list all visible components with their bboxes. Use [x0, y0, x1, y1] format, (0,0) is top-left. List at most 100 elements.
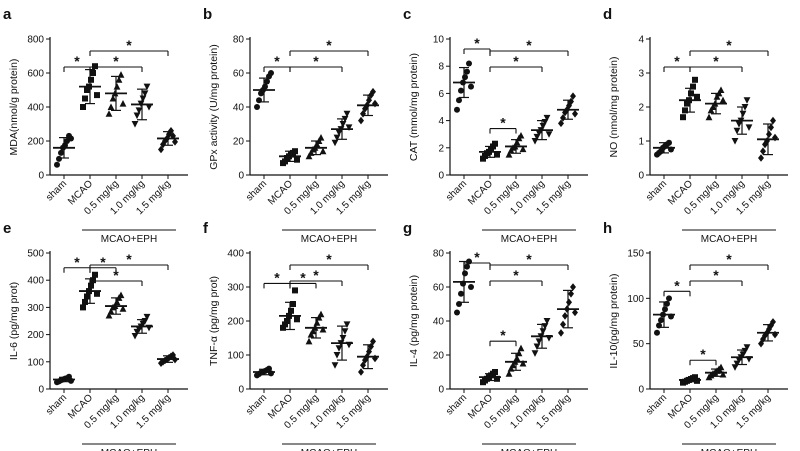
data-point — [666, 295, 672, 302]
data-point — [292, 287, 298, 294]
panel-letter: f — [203, 220, 209, 237]
data-point — [684, 100, 690, 107]
significance-star: * — [500, 115, 506, 131]
y-tick-label: 4 — [438, 116, 444, 127]
data-point — [56, 155, 62, 162]
significance-star: * — [513, 53, 519, 69]
data-point — [705, 113, 713, 121]
y-tick-label: 0 — [38, 171, 44, 182]
data-point — [166, 130, 172, 138]
significance-star: * — [126, 251, 132, 267]
data-point — [468, 83, 474, 90]
data-point — [513, 354, 521, 362]
significance-star: * — [313, 53, 319, 69]
significance-star: * — [326, 37, 332, 53]
data-point — [113, 298, 121, 305]
data-point — [139, 95, 147, 103]
data-point — [719, 96, 727, 104]
data-point — [288, 307, 294, 314]
data-point — [115, 76, 123, 83]
data-point — [333, 352, 341, 359]
group-bracket-label: MCAO+EPH — [701, 234, 757, 245]
data-point — [331, 139, 339, 147]
data-point — [317, 310, 325, 318]
data-point — [309, 327, 317, 335]
data-point — [305, 337, 313, 345]
y-tick-label: 100 — [627, 294, 644, 305]
data-point — [517, 131, 525, 139]
data-point — [468, 284, 474, 290]
y-axis-title: IL-10(pg/mg protein) — [608, 273, 620, 368]
data-point — [105, 110, 113, 117]
data-point — [462, 270, 468, 277]
data-point — [119, 100, 127, 107]
data-point — [464, 263, 470, 270]
y-axis-title: MDA(nmol/g protein) — [8, 59, 20, 156]
y-tick-label: 100 — [227, 351, 244, 362]
data-point — [319, 147, 327, 155]
significance-star: * — [100, 254, 106, 270]
data-point — [80, 104, 86, 110]
data-point — [372, 354, 378, 363]
significance-star: * — [274, 53, 280, 69]
data-point — [658, 317, 664, 324]
group-bracket-label: MCAO+EPH — [101, 234, 157, 245]
data-point — [117, 291, 125, 299]
significance-star: * — [126, 37, 132, 53]
data-point — [307, 331, 315, 338]
significance-star: * — [113, 267, 119, 283]
y-tick-label: 200 — [27, 137, 44, 148]
data-point — [170, 132, 176, 140]
significance-star: * — [674, 277, 680, 293]
data-point — [343, 110, 351, 118]
y-tick-label: 400 — [27, 276, 44, 287]
data-point — [168, 127, 174, 135]
data-point — [680, 114, 686, 121]
y-tick-label: 40 — [233, 103, 245, 114]
group-bracket-label: MCAO+EPH — [501, 234, 557, 245]
data-point — [107, 103, 115, 110]
data-point — [317, 134, 325, 141]
y-tick-label: 0 — [638, 171, 644, 182]
y-tick-label: 6 — [438, 89, 444, 100]
data-point — [335, 345, 343, 352]
significance-star: * — [513, 267, 519, 283]
y-tick-label: 800 — [27, 35, 44, 46]
data-point — [509, 361, 517, 369]
y-tick-label: 3 — [638, 69, 644, 80]
group-bracket-label: MCAO+EPH — [101, 448, 157, 451]
data-point — [688, 90, 694, 97]
data-point — [654, 329, 660, 336]
data-point — [266, 365, 272, 372]
data-point — [572, 308, 578, 317]
data-point — [84, 87, 90, 93]
data-point — [84, 293, 90, 300]
significance-star: * — [700, 346, 706, 362]
data-point — [88, 76, 94, 83]
significance-star: * — [300, 269, 306, 285]
significance-star: * — [713, 267, 719, 283]
panel-letter: a — [3, 6, 12, 23]
data-point — [262, 83, 268, 90]
data-point — [505, 151, 513, 158]
data-point — [94, 92, 100, 99]
y-tick-label: 40 — [433, 317, 445, 328]
y-axis-title: IL-4 (pg/mg protein) — [408, 275, 420, 367]
data-point — [770, 318, 776, 326]
data-point — [360, 361, 366, 369]
data-point — [282, 321, 288, 328]
data-point — [284, 318, 290, 324]
data-point — [768, 123, 774, 132]
data-point — [82, 95, 88, 102]
data-point — [372, 99, 378, 108]
y-tick-label: 80 — [233, 35, 245, 46]
data-point — [558, 329, 564, 337]
panel-letter: g — [403, 220, 412, 237]
data-point — [772, 330, 778, 339]
data-point — [94, 290, 100, 297]
data-point — [535, 338, 543, 345]
data-point — [692, 374, 698, 381]
significance-star: * — [713, 53, 719, 69]
